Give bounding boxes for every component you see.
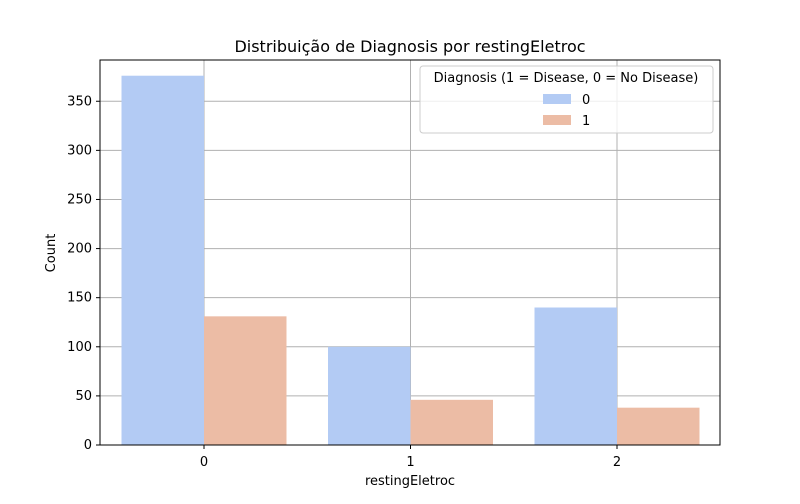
bar-series-0-cat-2 [534, 307, 617, 445]
legend-swatch [543, 94, 571, 104]
legend-swatch [543, 115, 571, 125]
x-tick-label: 0 [200, 455, 208, 470]
y-tick-label: 100 [67, 340, 92, 355]
y-tick-label: 300 [67, 143, 92, 158]
y-tick-label: 50 [75, 389, 92, 404]
legend: Diagnosis (1 = Disease, 0 = No Disease) … [419, 65, 714, 134]
chart-title: Distribuição de Diagnosis por restingEle… [234, 37, 585, 56]
bar-series-0-cat-1 [328, 346, 411, 445]
y-tick-label: 200 [67, 242, 92, 257]
y-axis-label: Count [44, 234, 59, 273]
x-tick-label: 1 [406, 455, 414, 470]
legend-label: 0 [582, 93, 590, 108]
bars-layer [121, 75, 700, 445]
y-tick-label: 0 [84, 438, 92, 453]
bar-series-1-cat-0 [204, 316, 287, 445]
legend-entries: 01 [543, 93, 590, 129]
bar-series-1-cat-1 [410, 399, 493, 445]
legend-label: 1 [582, 114, 590, 129]
y-tick-label: 150 [67, 291, 92, 306]
x-axis-label: restingEletroc [365, 474, 455, 489]
bar-series-0-cat-0 [121, 75, 204, 445]
y-tick-label: 350 [67, 94, 92, 109]
bar-series-1-cat-2 [617, 407, 700, 445]
legend-title: Diagnosis (1 = Disease, 0 = No Disease) [434, 71, 699, 86]
x-tick-label: 2 [613, 455, 621, 470]
y-tick-label: 250 [67, 192, 92, 207]
